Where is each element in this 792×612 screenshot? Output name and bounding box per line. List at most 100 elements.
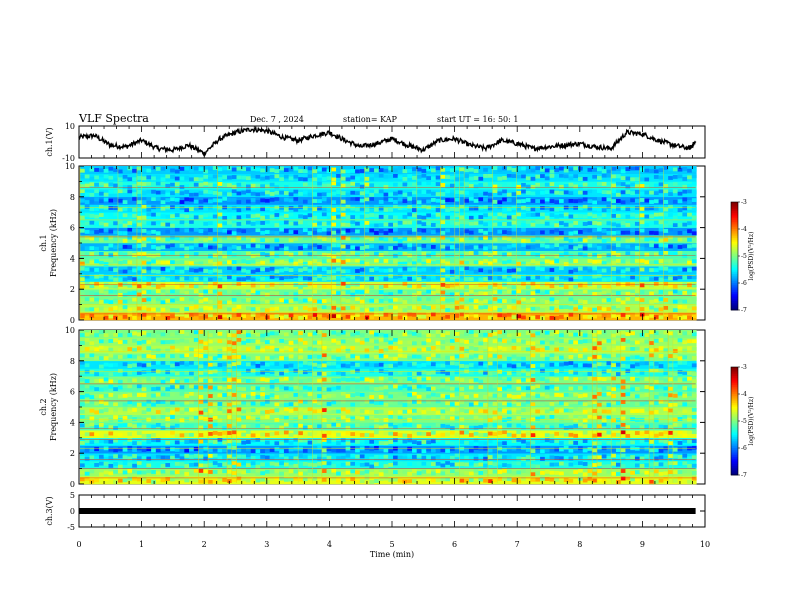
ch2-spectrogram-cell bbox=[530, 391, 536, 396]
ch1-spectrogram-cell bbox=[250, 166, 256, 171]
ch1-spectrogram-cell bbox=[132, 281, 137, 286]
ch1-spectrogram-cell bbox=[672, 289, 678, 294]
ch2-spectrogram-cell bbox=[587, 392, 593, 397]
ch2-spectrogram-cell bbox=[449, 469, 455, 474]
ch1-spectrogram-cell bbox=[378, 275, 384, 280]
ch1-spectrogram-cell bbox=[146, 189, 152, 194]
ch2-spectrogram-cell bbox=[483, 415, 488, 419]
ch1-spectrogram-cell bbox=[506, 173, 512, 178]
ch2-spectrogram-cell bbox=[222, 386, 228, 391]
ch2-spectrogram-cell bbox=[464, 430, 469, 435]
ch1-spectrogram-cell bbox=[246, 206, 251, 211]
ch1-spectrogram-cell bbox=[597, 215, 602, 220]
ch2-spectrogram-cell bbox=[393, 394, 398, 398]
ch2-spectrogram-cell bbox=[113, 469, 118, 474]
ch2-spectrogram-cell bbox=[122, 433, 128, 438]
ch2-spectrogram-cell bbox=[407, 438, 413, 443]
ch1-spectrogram-cell bbox=[307, 206, 313, 211]
ch1-spectrogram-cell bbox=[98, 213, 104, 217]
ch2-spectrogram-cell bbox=[89, 385, 95, 390]
ch1-spectrogram-cell bbox=[454, 305, 460, 310]
ch2-spectrogram-cell bbox=[535, 376, 541, 381]
ch2-spectrogram-cell bbox=[535, 471, 541, 475]
ch1-spectrogram-cell bbox=[84, 274, 90, 279]
ch1-spectrogram-cell bbox=[535, 174, 541, 179]
ch1-spectrogram-cell bbox=[416, 258, 422, 263]
ch1-spectrogram-cell bbox=[644, 276, 650, 281]
ch2-spectrogram-cell bbox=[260, 462, 265, 467]
ch1-spectrogram-cell bbox=[459, 274, 465, 279]
ch1-spectrogram-cell bbox=[89, 207, 95, 212]
ch2-spectrogram-cell bbox=[165, 423, 171, 427]
ch1-spectrogram-cell bbox=[644, 168, 650, 173]
ch2-spectrogram-cell bbox=[217, 463, 223, 467]
ch1-spectrogram-cell bbox=[350, 196, 356, 201]
ch1-spectrogram-cell bbox=[132, 223, 137, 228]
ch1-spectrogram-cell bbox=[487, 206, 493, 211]
ch1-spectrogram-cell bbox=[198, 267, 204, 272]
ch1-spectrogram-cell bbox=[502, 189, 507, 194]
ch1-spectrogram-cell bbox=[184, 214, 190, 219]
ch1-spectrogram-cell bbox=[606, 184, 612, 189]
ch2-spectrogram-cell bbox=[440, 363, 446, 368]
ch2-spectrogram-cell bbox=[293, 437, 299, 442]
ch1-spectrogram-cell bbox=[269, 197, 275, 202]
ch2-spectrogram-cell bbox=[435, 414, 441, 419]
ch2-spectrogram-cell bbox=[293, 392, 299, 397]
ch1-spectrogram-cell bbox=[563, 212, 569, 217]
ch1-spectrogram-cell bbox=[516, 174, 522, 179]
ch2-spectrogram-cell bbox=[402, 391, 408, 396]
ch2-spectrogram-cell bbox=[274, 402, 280, 407]
ch2-spectrogram-cell bbox=[155, 360, 161, 365]
ch1-spectrogram-cell bbox=[203, 213, 209, 218]
ch2-spectrogram-cell bbox=[502, 386, 507, 391]
ch1-spectrogram-cell bbox=[160, 206, 166, 211]
ch2-spectrogram-cell bbox=[189, 371, 194, 376]
ch1-spectrogram-cell bbox=[464, 206, 469, 211]
ch2-spectrogram-cell bbox=[350, 461, 356, 466]
ch1-spectrogram-cell bbox=[578, 177, 583, 181]
ch2-spectrogram-cell bbox=[274, 348, 280, 352]
ch2-spectrogram-cell bbox=[563, 408, 569, 413]
ch1-waveform-point bbox=[673, 144, 675, 146]
ch1-spectrogram-cell bbox=[98, 283, 104, 288]
ch2-spectrogram-cell bbox=[535, 430, 541, 435]
ch1-spectrogram-cell bbox=[288, 291, 294, 296]
ch1-spectrogram-cell bbox=[416, 306, 422, 311]
ch1-spectrogram-cell bbox=[165, 268, 171, 273]
ch1-spectrogram-cell bbox=[103, 197, 109, 202]
ch2-spectrogram-cell bbox=[302, 385, 308, 390]
ch1-spectrogram-cell bbox=[264, 206, 270, 210]
ch1-spectrogram-cell bbox=[288, 299, 294, 303]
ch1-spectrogram-cell bbox=[440, 199, 446, 204]
ch2-spectrogram-cell bbox=[246, 356, 251, 361]
ch1-spectrogram-cell bbox=[369, 251, 375, 256]
ch2-spectrogram-cell bbox=[492, 478, 498, 483]
ch1-spectrogram-cell bbox=[255, 268, 261, 273]
ch2-spectrogram-cell bbox=[260, 432, 265, 437]
ch1-spectrogram-cell bbox=[625, 223, 631, 227]
ch1-spectrogram-cell bbox=[374, 312, 379, 317]
ch2-spectrogram-cell bbox=[208, 346, 213, 351]
ch2-spectrogram-cell bbox=[663, 415, 669, 420]
ch1-spectrogram-cell bbox=[317, 235, 322, 240]
ch1-spectrogram-cell bbox=[227, 246, 232, 251]
ch2-spectrogram-cell bbox=[89, 432, 95, 437]
ch1-spectrogram-cell bbox=[350, 169, 356, 173]
ch2-spectrogram-cell bbox=[279, 461, 284, 465]
ch2-spectrogram-cell bbox=[445, 424, 450, 429]
ch2-spectrogram-cell bbox=[649, 439, 654, 444]
ch1-spectrogram-cell bbox=[582, 259, 588, 263]
ch2-spectrogram-cell bbox=[568, 440, 574, 445]
ch2-spectrogram-cell bbox=[492, 371, 498, 376]
ch1-spectrogram-cell bbox=[364, 197, 370, 202]
ch2-spectrogram-cell bbox=[359, 402, 365, 406]
ch1-spectrogram-cell bbox=[241, 268, 247, 273]
ch1-spectrogram-cell bbox=[492, 184, 498, 189]
ch1-spectrogram-cell bbox=[359, 267, 365, 272]
ch2-spectrogram-cell bbox=[250, 438, 256, 443]
ch1-spectrogram-cell bbox=[255, 283, 261, 288]
ch1-spectrogram-cell bbox=[468, 206, 474, 211]
ch1-spectrogram-cell bbox=[672, 230, 678, 235]
ch2-spectrogram-cell bbox=[288, 376, 294, 381]
